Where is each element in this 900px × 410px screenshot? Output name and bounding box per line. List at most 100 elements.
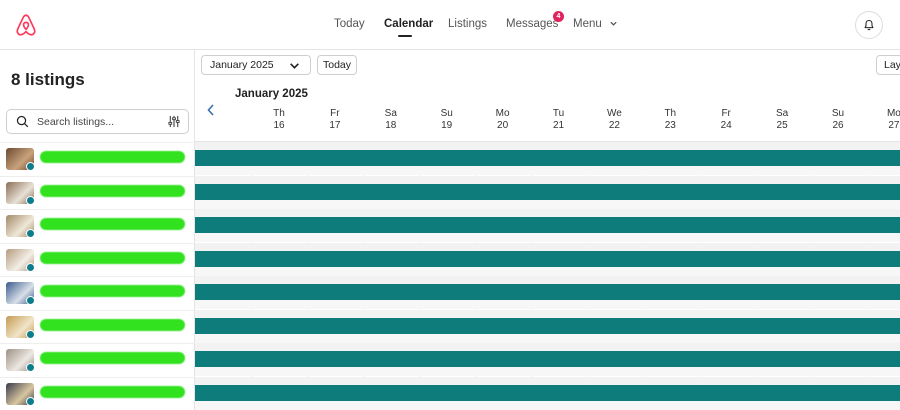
search-input[interactable]: [37, 114, 157, 130]
day-column-header[interactable]: Su 26: [810, 108, 866, 132]
day-column-header[interactable]: Sa 18: [363, 108, 419, 132]
day-date: 22: [608, 120, 620, 131]
calendar-listing-row: [195, 175, 900, 209]
listings-count-title: 8 listings: [11, 70, 85, 89]
day-of-week: Tu: [552, 108, 565, 119]
listing-status-dot: [26, 262, 35, 272]
nav-tab-today[interactable]: Today: [334, 18, 365, 30]
day-date: 25: [776, 120, 788, 131]
row-spacer: [195, 367, 900, 376]
reservation-bar[interactable]: [195, 317, 900, 334]
reservation-bar[interactable]: [195, 384, 900, 401]
airbnb-logo-icon[interactable]: [14, 13, 38, 37]
listing-status-dot: [26, 329, 35, 339]
day-of-week: Mo: [495, 108, 510, 119]
row-spacer: [195, 376, 900, 385]
listing-status-dot: [26, 229, 35, 238]
calendar-listing-row: [195, 242, 900, 276]
day-date: 19: [441, 120, 453, 131]
redacted-listing-title: [40, 218, 185, 230]
day-column-header[interactable]: Th 23: [642, 108, 698, 132]
day-date: 23: [664, 120, 676, 131]
reservation-bar[interactable]: [195, 250, 900, 267]
redacted-listing-title: [40, 184, 185, 197]
day-of-week: Mo: [886, 108, 900, 119]
reservation-bar[interactable]: [195, 183, 900, 200]
listing-row[interactable]: [0, 209, 195, 242]
layout-button[interactable]: Lay: [876, 55, 900, 75]
redacted-listing-title: [40, 318, 185, 331]
row-spacer: [195, 242, 900, 251]
today-button[interactable]: Today: [317, 55, 357, 75]
redacted-listing-title: [40, 151, 185, 163]
row-spacer: [195, 233, 900, 242]
nav-menu-label: Menu: [573, 18, 602, 30]
active-tab-indicator: [398, 35, 412, 37]
redacted-listing-title: [40, 251, 185, 264]
row-spacer: [195, 400, 900, 410]
day-of-week: Sa: [775, 108, 789, 119]
day-of-week: Sa: [384, 108, 397, 119]
reservation-bar[interactable]: [195, 217, 900, 233]
calendar-listing-row: [195, 309, 900, 343]
chevron-left-icon[interactable]: [205, 103, 217, 117]
day-date: 20: [497, 120, 509, 131]
listing-row[interactable]: [0, 175, 195, 209]
listing-row[interactable]: [0, 142, 195, 175]
day-date: 18: [385, 120, 397, 131]
filter-sliders-icon[interactable]: [168, 115, 180, 128]
redacted-listing-title: [40, 385, 185, 398]
listing-row[interactable]: [0, 376, 195, 410]
calendar-toolbar: January 2025 Today Lay: [195, 50, 900, 80]
listing-status-dot: [26, 396, 35, 406]
calendar-header: January 2025 Th 16 Fr 17 Sa 18 Su 19 Mo 20 Tu 21 We 2…: [195, 80, 900, 142]
nav-menu-button[interactable]: Menu: [573, 18, 618, 30]
search-icon: [16, 115, 29, 128]
day-date: 27: [888, 120, 900, 131]
day-of-week: Fr: [330, 108, 340, 119]
day-of-week: We: [606, 108, 622, 119]
day-date: 16: [273, 120, 285, 131]
top-navigation-bar: Today Calendar Listings Messages 4 Menu: [0, 0, 900, 50]
day-column-header[interactable]: Fr 17: [307, 108, 363, 132]
row-spacer: [195, 175, 900, 184]
day-date: 26: [832, 120, 844, 131]
calendar-listing-row: [195, 142, 900, 175]
month-select-value: January 2025: [210, 59, 274, 71]
listing-row[interactable]: [0, 242, 195, 276]
reservation-bar[interactable]: [195, 150, 900, 166]
day-column-header[interactable]: Mo 27: [866, 108, 900, 132]
day-column-header[interactable]: Fr 24: [698, 108, 754, 132]
day-column-header[interactable]: We 22: [586, 108, 642, 132]
listing-row[interactable]: [0, 343, 195, 376]
day-column-header[interactable]: Th 16: [251, 108, 307, 132]
nav-tab-calendar[interactable]: Calendar: [384, 18, 434, 30]
listing-status-dot: [26, 162, 35, 171]
redacted-listing-title: [40, 352, 185, 364]
listing-status-dot: [26, 195, 35, 205]
nav-tab-listings[interactable]: Listings: [448, 18, 487, 30]
listing-row[interactable]: [0, 276, 195, 309]
month-select-dropdown[interactable]: January 2025: [201, 55, 311, 75]
nav-tab-messages[interactable]: Messages: [506, 18, 559, 30]
row-spacer: [195, 209, 900, 217]
search-box[interactable]: [6, 109, 189, 134]
notifications-button[interactable]: [855, 11, 883, 39]
row-spacer: [195, 142, 900, 150]
listing-row[interactable]: [0, 309, 195, 343]
reservation-bar[interactable]: [195, 351, 900, 367]
row-spacer: [195, 276, 900, 284]
day-of-week: Th: [273, 108, 285, 119]
day-column-header[interactable]: Sa 25: [754, 108, 810, 132]
day-column-header[interactable]: Tu 21: [531, 108, 587, 132]
row-spacer: [195, 343, 900, 351]
day-column-header[interactable]: Mo 20: [475, 108, 531, 132]
calendar-listing-row: [195, 209, 900, 242]
day-of-week: Th: [664, 108, 677, 119]
day-column-header[interactable]: Su 19: [419, 108, 475, 132]
calendar-grid: [195, 142, 900, 410]
reservation-bar[interactable]: [195, 284, 900, 300]
day-date: 24: [720, 120, 732, 131]
calendar-listing-row: [195, 276, 900, 309]
bell-icon: [864, 19, 874, 31]
